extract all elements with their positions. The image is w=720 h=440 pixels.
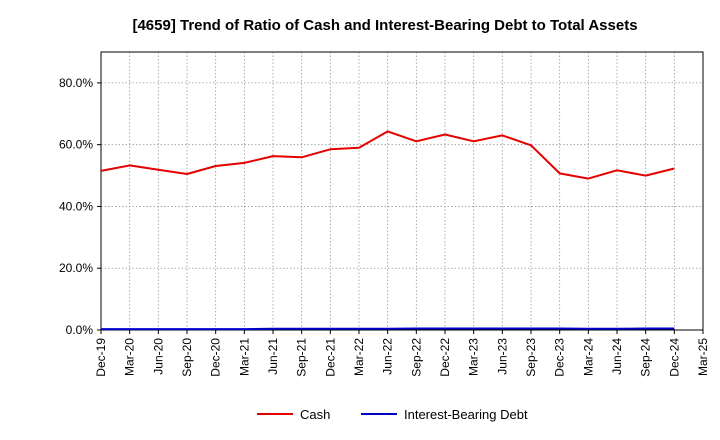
y-tick-label: 20.0% (59, 261, 93, 275)
x-tick-label: Sep-24 (639, 338, 653, 377)
x-tick-label: Dec-22 (438, 338, 452, 377)
x-tick-label: Jun-22 (381, 338, 395, 375)
plot-area: 0.0% 20.0% 40.0% 60.0% 80.0% Dec-19 Mar-20 Jun-… (59, 51, 710, 377)
series-line-interest-bearing-debt (101, 327, 675, 331)
x-tick-label: Mar-22 (352, 338, 366, 376)
x-tick-label: Sep-20 (180, 338, 194, 377)
x-tick-label: Mar-20 (123, 338, 137, 376)
y-tick-label: 40.0% (59, 199, 93, 213)
x-tick-label: Jun-21 (266, 338, 280, 375)
legend-label-cash: Cash (300, 407, 330, 422)
x-tick-label: Mar-24 (581, 338, 595, 376)
x-tick-label: Sep-23 (524, 338, 538, 377)
legend-label-interest-bearing-debt: Interest-Bearing Debt (404, 407, 528, 422)
legend: Cash Interest-Bearing Debt (257, 407, 528, 422)
x-tick-label: Dec-23 (553, 338, 567, 377)
x-tick-label: Dec-19 (94, 338, 108, 377)
x-tick-label: Mar-25 (696, 338, 710, 376)
x-tick-label: Jun-23 (495, 338, 509, 375)
x-tick-label: Mar-23 (467, 338, 481, 376)
x-tick-label: Dec-21 (323, 338, 337, 377)
x-tick-label: Jun-20 (151, 338, 165, 375)
plot-border (100, 51, 704, 331)
x-tick-label: Dec-24 (667, 338, 681, 377)
y-tick-label: 80.0% (59, 76, 93, 90)
y-tick-label: 0.0% (66, 323, 94, 337)
series-line-cash (100, 130, 675, 180)
y-tick-label: 60.0% (59, 138, 93, 152)
x-tick-label: Sep-22 (409, 338, 423, 377)
x-tick-label: Dec-20 (209, 338, 223, 377)
x-tick-label: Jun-24 (610, 338, 624, 375)
x-tick-label: Sep-21 (295, 338, 309, 377)
x-tick-label: Mar-21 (237, 338, 251, 376)
chart-title: [4659] Trend of Ratio of Cash and Intere… (132, 17, 637, 34)
